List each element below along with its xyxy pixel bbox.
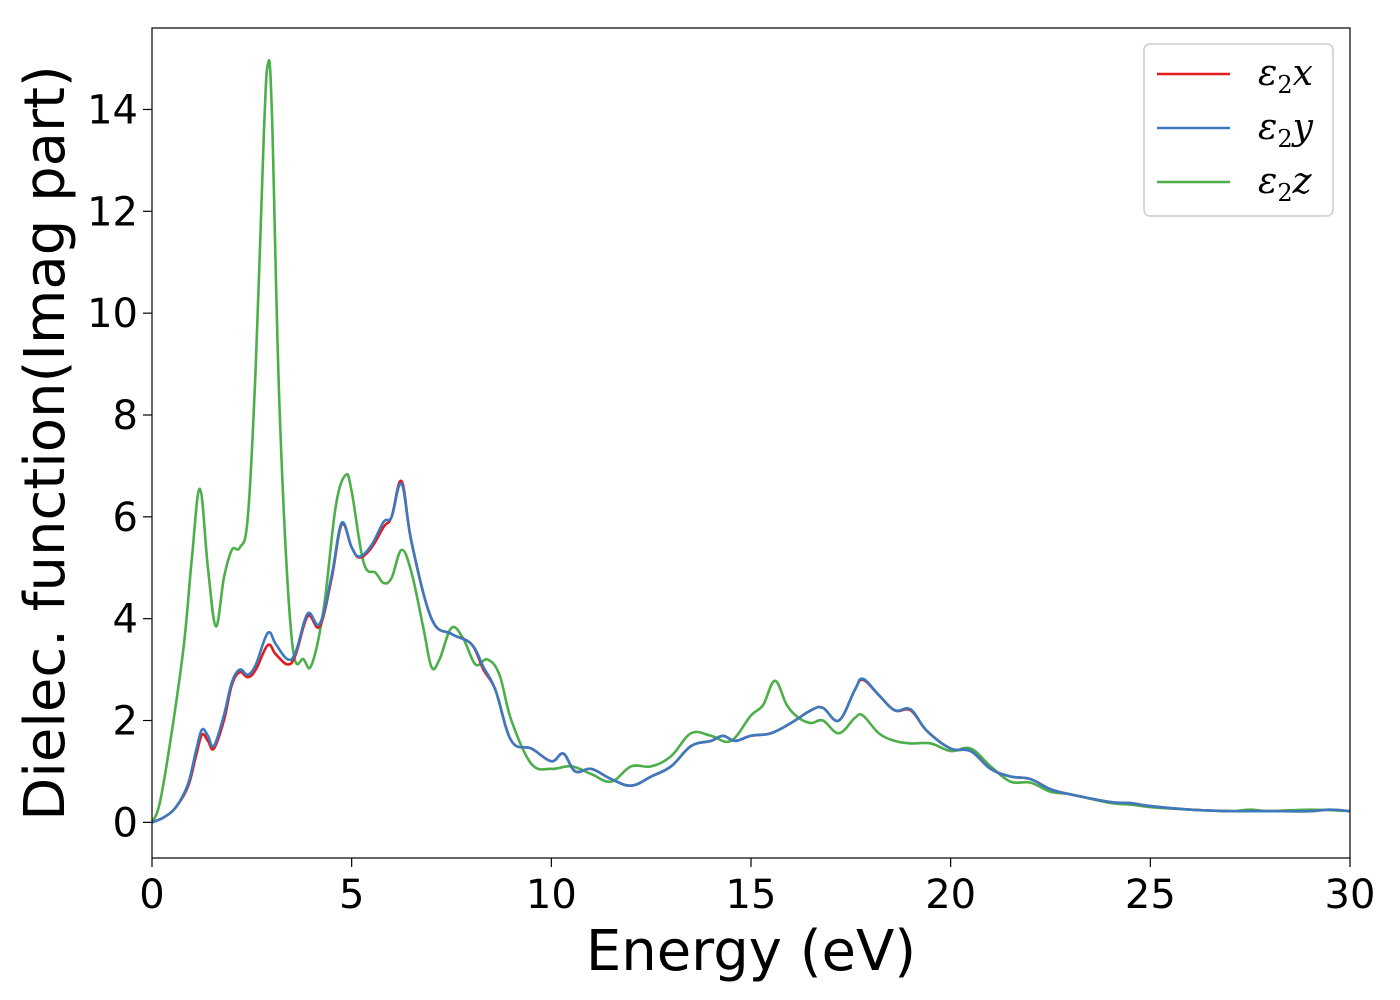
- y-tick-label: 2: [113, 699, 138, 745]
- x-tick-label: 25: [1125, 872, 1176, 918]
- x-tick-label: 10: [526, 872, 577, 918]
- x-tick-label: 20: [925, 872, 976, 918]
- y-tick-label: 10: [87, 291, 138, 337]
- legend: ε2x ε2y ε2z: [1143, 43, 1334, 217]
- legend-label-y: ε2y: [1258, 107, 1314, 153]
- x-tick-label: 30: [1325, 872, 1376, 918]
- x-tick-label: 5: [339, 872, 364, 918]
- y-tick-label: 0: [113, 800, 138, 846]
- legend-label-z: ε2z: [1258, 161, 1313, 207]
- y-axis-label: Dielec. function(Imag part): [13, 65, 78, 821]
- x-axis-ticks: 0 5 10 15 20 25 30: [139, 858, 1375, 918]
- series-layer: [152, 58, 1350, 824]
- legend-box: [1143, 43, 1334, 217]
- y-tick-label: 8: [113, 393, 138, 439]
- y-axis-ticks: 0 2 4 6 8 10 12 14: [87, 87, 152, 846]
- y-tick-label: 6: [113, 495, 138, 541]
- y-tick-label: 14: [87, 87, 138, 133]
- x-tick-label: 0: [139, 872, 164, 918]
- y-tick-label: 4: [113, 597, 138, 643]
- legend-label-x: ε2x: [1258, 53, 1313, 99]
- x-axis-label: Energy (eV): [586, 919, 916, 984]
- y-tick-label: 12: [87, 189, 138, 235]
- series-line-y: [152, 482, 1350, 824]
- series-line-z: [152, 58, 1350, 823]
- x-tick-label: 15: [726, 872, 777, 918]
